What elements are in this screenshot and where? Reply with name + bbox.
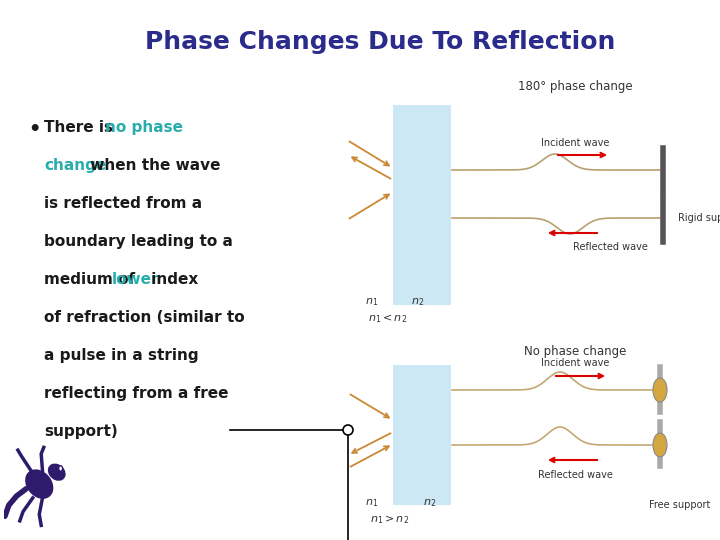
Text: Reflected wave: Reflected wave [572, 242, 647, 252]
Text: $n_1 > n_2$: $n_1 > n_2$ [370, 513, 410, 526]
Text: change: change [44, 158, 107, 173]
Text: $n_1$: $n_1$ [365, 497, 379, 509]
Text: $n_2$: $n_2$ [423, 497, 436, 509]
Ellipse shape [48, 463, 66, 481]
Text: Incident wave: Incident wave [541, 358, 609, 368]
Text: Free support: Free support [649, 500, 711, 510]
Text: $n_2$: $n_2$ [411, 296, 425, 308]
Text: 180° phase change: 180° phase change [518, 80, 632, 93]
Text: lower: lower [112, 272, 160, 287]
Text: a pulse in a string: a pulse in a string [44, 348, 199, 363]
Circle shape [343, 425, 353, 435]
Text: boundary leading to a: boundary leading to a [44, 234, 233, 249]
Text: $n_1 < n_2$: $n_1 < n_2$ [369, 312, 408, 325]
Text: Rigid support: Rigid support [678, 213, 720, 223]
Circle shape [59, 465, 63, 471]
Text: when the wave: when the wave [85, 158, 220, 173]
Text: index: index [146, 272, 199, 287]
Text: There is: There is [44, 120, 118, 135]
Text: No phase change: No phase change [524, 345, 626, 358]
Text: •: • [28, 120, 40, 139]
Text: reflecting from a free: reflecting from a free [44, 386, 228, 401]
Text: Incident wave: Incident wave [541, 138, 609, 148]
Ellipse shape [653, 433, 667, 457]
Text: $n_1$: $n_1$ [365, 296, 379, 308]
Ellipse shape [25, 469, 53, 499]
Text: Phase Changes Due To Reflection: Phase Changes Due To Reflection [145, 30, 615, 54]
Text: is reflected from a: is reflected from a [44, 196, 202, 211]
Text: Reflected wave: Reflected wave [538, 470, 613, 480]
Bar [393, 365, 451, 505]
Bar [393, 105, 451, 305]
Text: medium of: medium of [44, 272, 140, 287]
Ellipse shape [653, 378, 667, 402]
Text: support): support) [44, 424, 118, 439]
Text: of refraction (similar to: of refraction (similar to [44, 310, 245, 325]
Text: no phase: no phase [105, 120, 184, 135]
